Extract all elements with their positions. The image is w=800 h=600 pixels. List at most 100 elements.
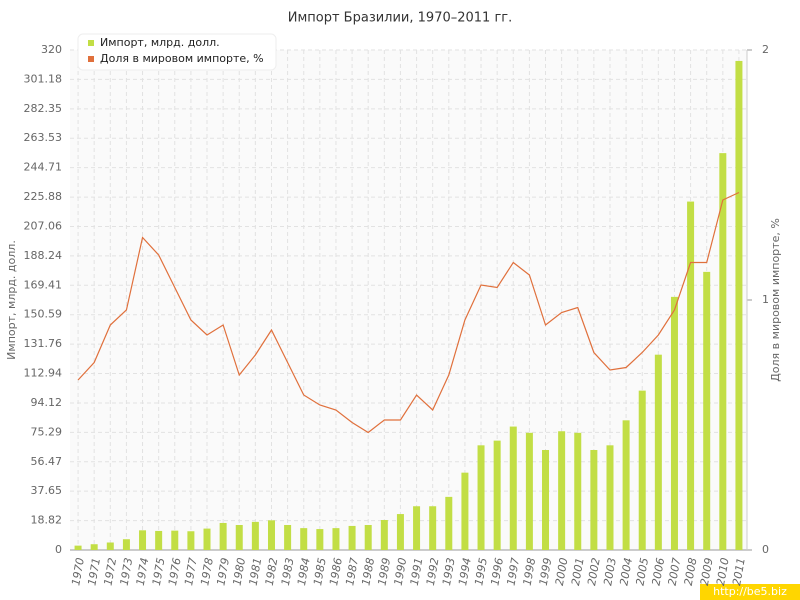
bar [574,432,582,550]
x-tick-label: 1985 [311,557,329,587]
bar [461,472,469,550]
y-tick-label: 112.94 [24,367,63,380]
x-tick-label: 1996 [488,557,506,587]
bar [267,520,275,550]
bar [622,420,630,550]
y-tick-label: 301.18 [24,72,63,85]
x-tick-label: 1971 [85,557,103,587]
x-tick-label: 1999 [537,557,555,587]
x-tick-label: 1981 [247,557,265,587]
bar [106,542,114,550]
x-tick-label: 1994 [456,557,474,587]
y2-axis-label: Доля в мировом импорте, % [769,218,782,382]
y-tick-label: 0 [55,543,62,556]
legend-label: Доля в мировом импорте, % [100,52,264,65]
x-tick-label: 2004 [617,557,635,587]
bar [122,539,130,550]
x-tick-label: 1991 [408,557,426,587]
x-tick-label: 1997 [505,557,523,587]
x-tick-label: 2011 [730,557,748,587]
y-tick-label: 320 [41,43,62,56]
x-tick-label: 2002 [585,557,603,587]
x-tick-label: 1982 [263,557,281,587]
bar [542,450,550,550]
y-tick-label: 188.24 [24,249,63,262]
bar [509,426,517,550]
x-tick-label: 1989 [376,557,394,587]
bar [413,506,421,550]
bar [300,528,308,550]
x-tick-label: 2003 [601,557,619,587]
bar [139,530,147,550]
x-tick-label: 2006 [650,557,668,587]
x-tick-label: 2007 [666,557,684,587]
x-tick-label: 1974 [134,557,152,587]
legend-box [77,33,277,71]
x-tick-label: 1976 [166,557,184,587]
y-tick-label: 18.82 [31,514,63,527]
y-axis-label: Импорт, млрд. долл. [5,240,18,360]
y-tick-label: 169.41 [24,278,63,291]
y-tick-label: 56.47 [31,455,63,468]
bar [74,545,82,550]
x-tick-label: 1995 [472,557,490,587]
watermark: http://be5.biz [713,585,787,598]
x-tick-label: 1977 [182,557,200,587]
watermark-bg [700,584,800,600]
y2-tick-label: 1 [762,293,769,306]
bar [670,296,678,550]
bar [735,60,743,550]
bar [558,431,566,550]
bar [429,506,437,550]
y-tick-label: 244.71 [24,161,63,174]
bar [493,440,501,550]
x-tick-label: 2009 [698,557,716,587]
bar [364,525,372,550]
bar [638,390,646,550]
x-tick-label: 1980 [230,557,248,587]
legend-label: Импорт, млрд. долл. [100,36,220,49]
y-tick-label: 225.88 [24,190,63,203]
x-tick-label: 1992 [424,557,442,587]
y-tick-label: 94.12 [31,396,63,409]
bar [219,522,227,550]
bar [235,525,243,550]
bar [203,528,211,550]
x-tick-label: 1970 [69,557,87,587]
x-tick-label: 1990 [392,557,410,587]
bar [348,525,356,550]
y-tick-label: 131.76 [24,337,63,350]
bar [606,445,614,550]
x-tick-label: 1993 [440,557,458,587]
y-tick-label: 75.29 [31,425,63,438]
y2-tick-label: 2 [762,43,769,56]
bar [284,525,292,550]
x-tick-label: 1978 [198,557,216,587]
bar [525,432,533,550]
x-tick-label: 1988 [359,557,377,587]
x-tick-label: 1984 [295,557,313,587]
x-tick-label: 2005 [633,557,651,587]
bar [590,450,598,550]
y2-tick-label: 0 [762,543,769,556]
bar [396,514,404,550]
bar [187,531,195,550]
legend: Импорт, млрд. долл. Доля в мировом импорт… [77,33,277,71]
bar [477,445,485,550]
bar [687,201,695,550]
x-tick-label: 2010 [714,557,732,587]
legend-swatch [88,56,94,62]
bar [90,544,98,550]
bar [171,530,179,550]
y-tick-label: 150.59 [24,308,63,321]
x-tick-label: 2001 [569,557,587,587]
y-tick-label: 37.65 [31,484,63,497]
x-tick-label: 1972 [102,557,120,587]
x-tick-label: 2000 [553,557,571,587]
x-tick-label: 1979 [214,557,232,587]
bar [332,528,340,550]
chart-title: Импорт Бразилии, 1970–2011 гг. [288,11,513,26]
x-tick-label: 1975 [150,557,168,587]
x-tick-label: 1973 [118,557,136,587]
